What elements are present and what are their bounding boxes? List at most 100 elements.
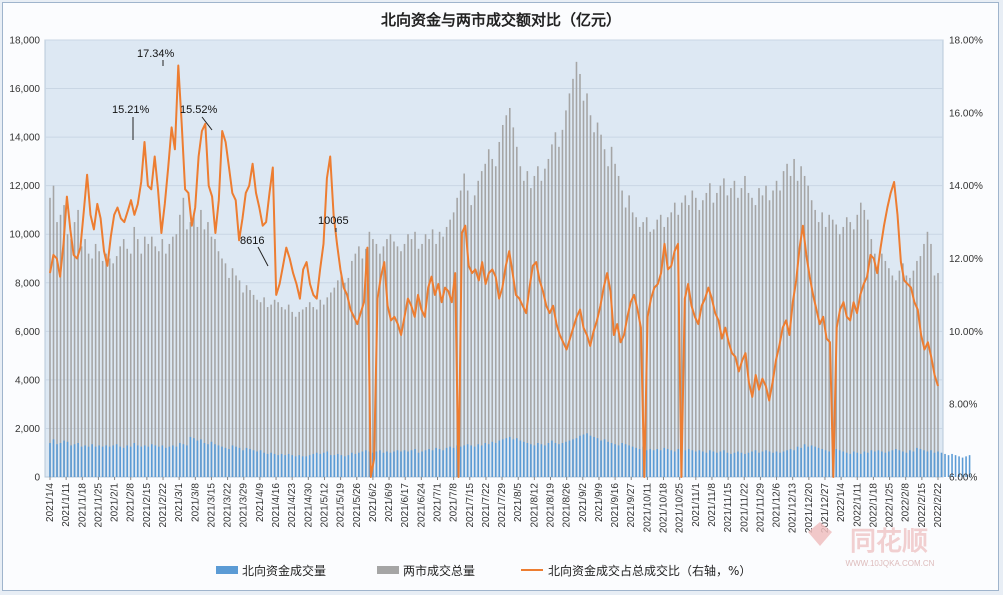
bar-north xyxy=(723,450,725,477)
bar-total xyxy=(319,299,322,477)
bar-north xyxy=(347,455,350,477)
bar-north xyxy=(565,441,567,477)
bar-total xyxy=(122,239,125,477)
bar-total xyxy=(203,229,206,477)
bar-north xyxy=(266,453,269,477)
bar-total xyxy=(73,222,76,477)
bar-total xyxy=(705,192,708,477)
bar-north xyxy=(923,450,925,477)
bar-north xyxy=(424,450,427,477)
bar-total xyxy=(670,212,673,477)
bar-north xyxy=(150,444,153,477)
bar-total xyxy=(796,180,799,478)
watermark-url: WWW.10JQKA.COM.CN xyxy=(846,559,935,568)
bar-total xyxy=(312,307,315,477)
x-tick-label: 2021/2/15 xyxy=(142,483,153,528)
bar-north xyxy=(228,449,230,477)
bar-north xyxy=(196,440,199,477)
bar-north xyxy=(396,450,399,477)
bar-north xyxy=(449,446,451,477)
bar-total xyxy=(63,205,65,478)
bar-north xyxy=(596,438,599,477)
bar-north xyxy=(579,435,581,477)
bar-north xyxy=(308,455,311,477)
x-tick-label: 2021/9/9 xyxy=(594,483,605,522)
bar-total xyxy=(635,217,637,477)
bar-total xyxy=(108,258,111,477)
y-right-tick-label: 16.00% xyxy=(949,108,983,119)
bar-total xyxy=(193,214,195,478)
bar-north xyxy=(298,455,300,477)
bar-total xyxy=(403,243,406,477)
bar-total xyxy=(659,214,662,478)
bar-north xyxy=(933,452,936,477)
bar-north xyxy=(256,451,258,477)
bar-total xyxy=(863,209,866,477)
bar-total xyxy=(235,275,237,477)
bar-north xyxy=(547,443,550,477)
bar-north xyxy=(165,447,167,477)
bar-north xyxy=(842,451,845,477)
bar-north xyxy=(435,447,437,477)
bar-north xyxy=(740,452,743,477)
bar-total xyxy=(410,239,413,477)
bar-total xyxy=(491,158,494,477)
bar-north xyxy=(884,452,887,477)
bar-total xyxy=(242,292,244,477)
bar-total xyxy=(294,316,297,477)
bar-north xyxy=(214,444,216,477)
bar-north xyxy=(238,447,241,477)
bar-north xyxy=(466,444,469,477)
bar-total xyxy=(49,197,51,478)
bar-north xyxy=(365,450,367,477)
bar-north xyxy=(631,446,634,477)
bar-north xyxy=(537,443,539,477)
y-left-tick-label: 0 xyxy=(34,473,40,484)
bar-total xyxy=(347,277,350,477)
bar-north xyxy=(452,447,455,477)
bar-north xyxy=(66,441,69,477)
x-tick-label: 2022/1/18 xyxy=(868,483,879,528)
watermark: 同花顺 WWW.10JQKA.COM.CN xyxy=(808,522,935,568)
bar-north xyxy=(761,451,764,477)
bar-total xyxy=(252,294,255,477)
bar-north xyxy=(154,445,157,477)
bar-north xyxy=(849,453,852,477)
bar-total xyxy=(709,183,711,477)
bar-north xyxy=(695,451,697,477)
bar-north xyxy=(691,450,694,477)
x-tick-label: 2021/7/22 xyxy=(481,483,492,528)
x-tick-label: 2022/2/8 xyxy=(901,483,912,522)
bar-north xyxy=(800,447,802,477)
bar-total xyxy=(814,209,816,477)
bar-north xyxy=(84,445,86,477)
bar-total xyxy=(143,236,146,477)
bar-north xyxy=(421,451,423,477)
x-tick-label: 2021/7/1 xyxy=(432,483,443,522)
annotation-label: 15.21% xyxy=(112,104,150,116)
bar-total xyxy=(909,277,911,477)
x-tick-label: 2021/5/12 xyxy=(319,483,330,528)
y-right-tick-label: 18.00% xyxy=(949,36,983,47)
x-tick-label: 2021/8/12 xyxy=(529,483,540,528)
bar-north xyxy=(617,445,620,477)
watermark-brand: 同花顺 xyxy=(850,527,928,557)
bar-north xyxy=(568,440,571,477)
bar-total xyxy=(361,258,364,477)
bar-north xyxy=(305,456,308,477)
bar-north xyxy=(930,450,932,477)
bar-north xyxy=(551,440,553,477)
bar-total xyxy=(730,188,732,477)
y-left-tick-label: 10,000 xyxy=(9,230,40,241)
bar-north xyxy=(867,452,869,477)
x-tick-label: 2021/3/15 xyxy=(206,483,217,528)
bar-total xyxy=(649,231,651,477)
bar-total xyxy=(407,234,409,477)
x-tick-label: 2021/3/29 xyxy=(239,483,250,528)
bar-total xyxy=(231,268,234,477)
bar-north xyxy=(63,440,65,477)
bar-total xyxy=(66,234,69,477)
bar-north xyxy=(143,445,146,477)
bar-total xyxy=(115,256,118,477)
bar-north xyxy=(291,455,293,477)
